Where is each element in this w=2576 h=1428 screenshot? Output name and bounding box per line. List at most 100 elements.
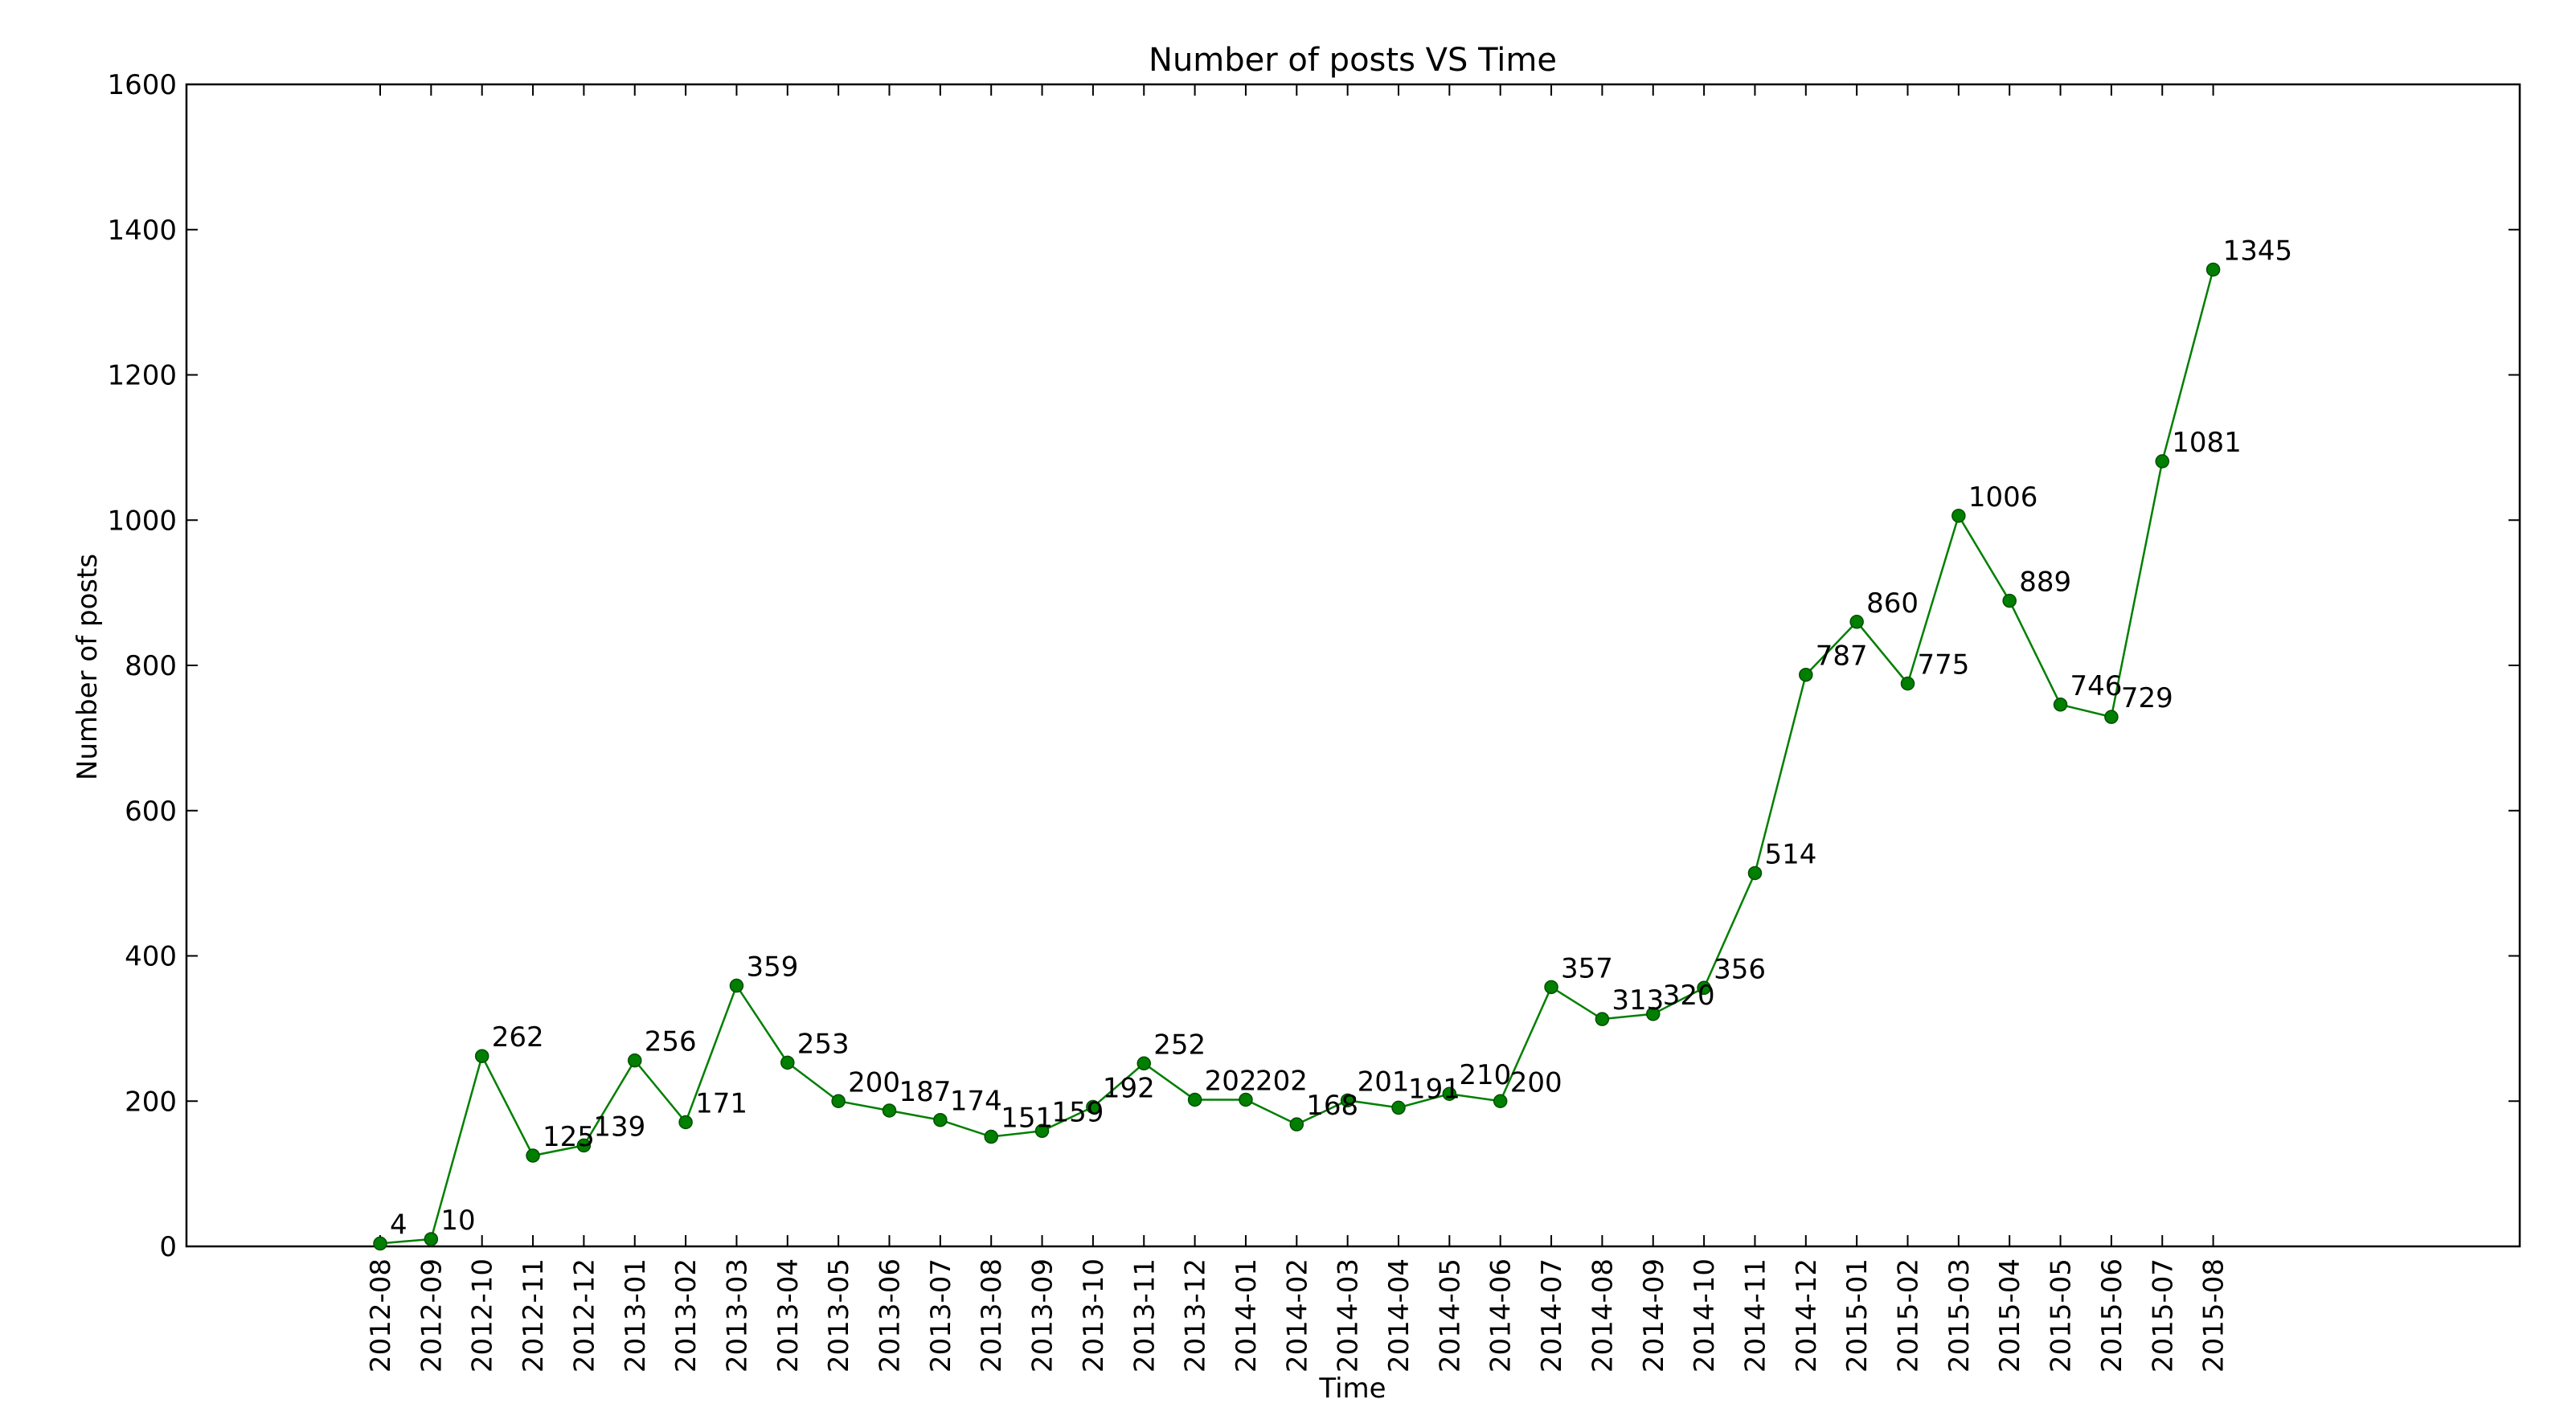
data-point [1799,667,1813,682]
x-tick-label: 2013-12 [1180,1258,1212,1373]
data-point [2053,698,2068,712]
data-point [678,1115,693,1130]
x-tick-label: 2015-03 [1943,1258,1976,1373]
y-tick-label: 800 [125,650,177,682]
data-label: 1006 [1968,481,2038,514]
data-label: 775 [1918,649,1970,681]
data-label: 256 [645,1026,697,1058]
data-label: 200 [848,1066,900,1099]
data-label: 171 [695,1087,747,1119]
data-point [576,1138,592,1153]
y-tick-label: 0 [159,1231,177,1263]
data-label: 356 [1714,953,1766,985]
x-tick-label: 2015-02 [1893,1258,1925,1373]
data-point [882,1103,897,1118]
data-point [628,1053,642,1068]
x-tick-label: 2014-03 [1333,1258,1365,1373]
y-axis-label: Number of posts [72,554,104,780]
x-tick-label: 2012-08 [365,1258,397,1373]
data-label: 262 [492,1021,544,1054]
x-axis-label: Time [1318,1373,1386,1405]
data-label: 4 [390,1209,407,1241]
x-tick-label: 2015-07 [2147,1258,2179,1373]
x-tick-label: 2013-10 [1078,1258,1110,1373]
y-tick-label: 1000 [107,505,177,537]
data-label: 860 [1866,587,1919,620]
chart-title: Number of posts VS Time [1149,42,1557,79]
data-point [1187,1092,1202,1107]
x-tick-label: 2012-10 [467,1258,499,1373]
x-tick-label: 2013-04 [772,1258,805,1373]
x-tick-label: 2014-12 [1791,1258,1823,1373]
y-tick-label: 400 [125,941,177,973]
data-label: 202 [1205,1065,1257,1097]
data-label: 253 [797,1028,850,1060]
x-tick-label: 2015-06 [2096,1258,2128,1373]
data-point [424,1232,439,1246]
data-point [780,1055,795,1070]
data-label: 1081 [2172,427,2242,459]
data-point [1034,1123,1050,1139]
series-line [379,269,2214,1245]
data-label: 191 [1408,1073,1460,1105]
x-tick-label: 2013-11 [1128,1258,1161,1373]
data-label: 168 [1306,1090,1358,1122]
data-point [1697,980,1711,996]
data-label: 514 [1764,838,1816,870]
data-point [984,1129,998,1144]
x-tick-label: 2014-08 [1587,1258,1619,1373]
data-label: 357 [1561,952,1613,984]
data-point [2205,262,2221,277]
data-label: 192 [1103,1072,1155,1104]
x-tick-label: 2014-10 [1689,1258,1721,1373]
x-tick-label: 2013-05 [823,1258,855,1373]
x-tick-label: 2014-11 [1739,1258,1771,1373]
data-point [1951,509,1966,523]
data-label: 313 [1612,984,1664,1017]
data-point [933,1112,948,1127]
data-point [526,1148,540,1163]
data-label: 746 [2070,670,2123,702]
data-point [831,1094,846,1108]
data-label: 125 [543,1121,595,1153]
x-tick-label: 2013-09 [1027,1258,1059,1373]
data-point [474,1049,489,1063]
x-tick-label: 2013-07 [925,1258,957,1373]
data-point [1493,1094,1508,1108]
data-label: 201 [1358,1066,1410,1098]
data-label: 187 [899,1076,952,1108]
data-label: 320 [1663,980,1715,1012]
data-point [1849,615,1864,629]
data-label: 10 [440,1205,475,1237]
x-tick-label: 2014-02 [1281,1258,1313,1373]
data-label: 729 [2121,682,2173,714]
data-label: 252 [1153,1029,1206,1061]
data-label: 202 [1255,1065,1308,1097]
x-tick-label: 2013-01 [620,1258,652,1373]
y-tick-label: 1400 [107,215,177,247]
x-tick-label: 2014-04 [1383,1258,1415,1373]
data-point [1900,676,1915,691]
x-tick-label: 2014-09 [1638,1258,1670,1373]
data-point [373,1236,387,1251]
data-label: 359 [746,951,798,984]
y-tick-label: 200 [125,1086,177,1118]
data-point [1544,980,1558,995]
x-tick-label: 2012-11 [518,1258,550,1373]
data-label: 787 [1816,640,1868,673]
data-label: 159 [1052,1096,1104,1128]
x-tick-label: 2014-05 [1434,1258,1466,1373]
data-label: 889 [2019,567,2071,599]
x-tick-label: 2015-01 [1841,1258,1874,1373]
x-tick-label: 2015-08 [2198,1258,2230,1373]
data-point [2104,710,2119,724]
data-point [2002,593,2017,608]
data-label: 200 [1510,1066,1562,1099]
data-point [1340,1093,1355,1108]
data-label: 139 [593,1111,645,1143]
x-tick-label: 2013-02 [670,1258,702,1373]
plot-frame [185,83,2521,1248]
data-label: 174 [950,1086,1002,1118]
